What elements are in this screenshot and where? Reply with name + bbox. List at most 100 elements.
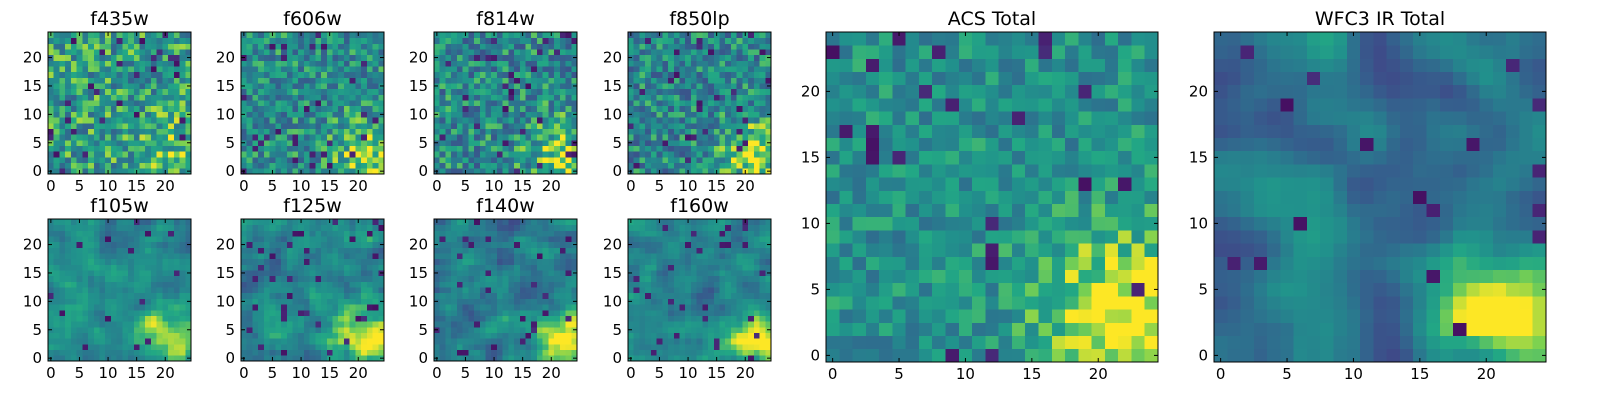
heatmap-cell <box>185 32 192 39</box>
heatmap-cell <box>679 298 686 305</box>
heatmap-cell <box>645 275 652 282</box>
heatmap-cell <box>150 219 158 226</box>
heatmap-cell <box>122 275 129 282</box>
heatmap-cell <box>496 128 504 135</box>
heatmap-cell <box>439 253 446 260</box>
heatmap-cell <box>162 139 169 146</box>
heatmap-cell <box>252 315 259 322</box>
heatmap-cell <box>456 66 463 73</box>
heatmap-cell <box>378 105 385 112</box>
heatmap-cell <box>536 287 544 294</box>
heatmap-cell <box>633 60 640 67</box>
heatmap-cell <box>725 71 732 78</box>
heatmap-cell <box>150 275 158 282</box>
heatmap-cell <box>116 168 123 175</box>
heatmap-cell <box>491 66 498 73</box>
heatmap-cell <box>451 241 458 248</box>
heatmap-cell <box>719 304 726 311</box>
heatmap-cell <box>439 32 446 39</box>
heatmap-cell <box>185 156 192 164</box>
heatmap-cell <box>736 122 743 129</box>
heatmap-cell <box>445 258 452 265</box>
heatmap-cell <box>639 122 646 129</box>
heatmap-cell <box>110 236 118 243</box>
heatmap-cell <box>303 128 311 135</box>
heatmap-cell <box>275 236 282 243</box>
heatmap-cell <box>548 43 555 50</box>
heatmap-cell <box>246 270 253 277</box>
heatmap-cell <box>372 332 379 339</box>
heatmap-cell <box>690 54 698 61</box>
heatmap-cell <box>343 275 351 282</box>
heatmap-cell <box>536 139 544 146</box>
heatmap-cell <box>286 32 293 39</box>
heatmap-cell <box>502 54 509 61</box>
heatmap-cell <box>702 111 709 118</box>
heatmap-cell <box>656 156 663 164</box>
heatmap-cell <box>332 224 339 231</box>
heatmap-cell <box>479 253 486 260</box>
heatmap-cell <box>53 236 60 243</box>
heatmap-cell <box>65 77 72 84</box>
heatmap-cell <box>269 321 276 328</box>
heatmap-cell <box>263 94 270 101</box>
heatmap-cell <box>639 71 646 78</box>
heatmap-cell <box>139 355 146 362</box>
heatmap-cell <box>451 151 458 158</box>
heatmap-cell <box>343 326 351 333</box>
heatmap-cell <box>128 145 135 152</box>
heatmap-cell <box>445 117 452 124</box>
heatmap-cell <box>554 162 561 169</box>
heatmap-cell <box>496 88 504 95</box>
heatmap-cell <box>366 145 373 152</box>
heatmap-cell <box>456 77 463 84</box>
heatmap-cell <box>571 88 578 95</box>
heatmap-cell <box>48 343 55 351</box>
heatmap-cell <box>303 224 311 231</box>
heatmap-cell <box>53 326 60 333</box>
heatmap-cell <box>70 168 77 175</box>
heatmap-cell <box>298 236 305 243</box>
heatmap-cell <box>372 219 379 226</box>
heatmap-cell <box>668 321 675 328</box>
heatmap-cell <box>286 338 293 345</box>
heatmap-cell <box>122 100 129 107</box>
heatmap-cell <box>246 37 253 44</box>
heatmap-cell <box>263 326 270 333</box>
heatmap-cell <box>88 94 95 101</box>
heatmap-cell <box>536 145 544 152</box>
heatmap-cell <box>252 241 259 248</box>
heatmap-cell <box>650 139 657 146</box>
heatmap-cell <box>133 309 140 316</box>
heatmap-cell <box>645 343 652 351</box>
heatmap-cell <box>53 54 60 61</box>
heatmap-cell <box>531 298 538 305</box>
heatmap-cell <box>65 32 72 39</box>
heatmap-cell <box>65 100 72 107</box>
heatmap-cell <box>439 134 446 141</box>
heatmap-cell <box>275 332 282 339</box>
heatmap-cell <box>179 338 186 345</box>
heatmap-cell <box>281 315 288 322</box>
heatmap-cell <box>269 145 276 152</box>
heatmap-cell <box>281 349 288 356</box>
y-tick-label: 5 <box>225 321 235 339</box>
heatmap-cell <box>241 230 248 237</box>
heatmap-cell <box>548 122 555 129</box>
heatmap-cell <box>303 145 311 152</box>
heatmap-cell <box>355 100 362 107</box>
heatmap-cell <box>502 162 509 169</box>
heatmap-cell <box>116 275 123 282</box>
heatmap-cell <box>468 71 475 78</box>
heatmap-cell <box>93 66 100 73</box>
heatmap-cell <box>485 145 492 152</box>
heatmap-cell <box>105 241 112 248</box>
heatmap-cell <box>479 304 486 311</box>
heatmap-cell <box>321 298 328 305</box>
heatmap-cell <box>321 219 328 226</box>
heatmap-cell <box>241 321 248 328</box>
heatmap-cell <box>59 270 66 277</box>
heatmap-cell <box>258 77 265 84</box>
heatmap-cell <box>445 298 452 305</box>
heatmap-cell <box>479 117 486 124</box>
